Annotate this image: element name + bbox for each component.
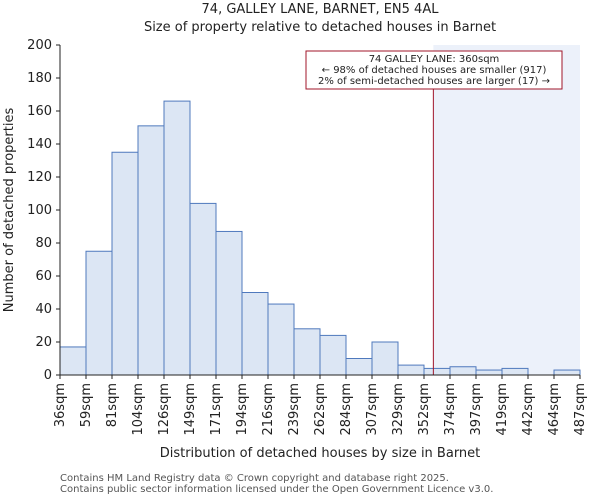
x-tick-label-329sqm: 329sqm (391, 383, 406, 436)
x-tick-label-126sqm: 126sqm (157, 383, 172, 436)
x-tick-label-171sqm: 171sqm (209, 383, 224, 436)
annotation-line-3: 2% of semi-detached houses are larger (1… (318, 76, 550, 87)
y-tick-label-0: 0 (44, 368, 52, 383)
bars (59, 100, 581, 376)
bar-352sqm (423, 367, 451, 376)
x-tick-label-307sqm: 307sqm (365, 383, 380, 436)
x-tick-label-397sqm: 397sqm (469, 383, 484, 436)
footer-attribution-1: Contains HM Land Registry data © Crown c… (60, 473, 449, 484)
bar-126sqm (163, 100, 191, 376)
x-tick-label-59sqm: 59sqm (79, 383, 94, 427)
bar-104sqm (137, 125, 165, 376)
bar-262sqm (319, 334, 347, 376)
bar-397sqm (475, 369, 503, 376)
annotation-line-1: 74 GALLEY LANE: 360sqm (369, 54, 500, 65)
x-axis-ticks: 36sqm 59sqm 81sqm 104sqm 126sqm 149sqm 171sqm 1… (53, 375, 588, 436)
bar-464sqm (553, 369, 581, 376)
x-tick-label-374sqm: 374sqm (443, 383, 458, 436)
x-tick-label-352sqm: 352sqm (417, 383, 432, 436)
x-tick-label-262sqm: 262sqm (313, 383, 328, 436)
bar-36sqm (59, 346, 87, 376)
bar-374sqm (449, 366, 477, 376)
bar-216sqm (267, 303, 295, 376)
y-tick-label-160: 160 (27, 104, 52, 119)
annotation-line-2: ← 98% of detached houses are smaller (91… (322, 65, 547, 76)
y-tick-label-140: 140 (27, 137, 52, 152)
chart-title: 74, GALLEY LANE, BARNET, EN5 4AL (202, 2, 440, 17)
bar-149sqm (189, 202, 217, 376)
plot-area: 74 GALLEY LANE: 360sqm ← 98% of detached… (27, 38, 588, 436)
x-tick-label-216sqm: 216sqm (261, 383, 276, 436)
bar-307sqm (371, 341, 399, 376)
bar-284sqm (345, 358, 373, 376)
bar-171sqm (215, 230, 243, 376)
x-tick-label-149sqm: 149sqm (183, 383, 198, 436)
chart-subtitle: Size of property relative to detached ho… (144, 20, 496, 35)
x-tick-label-81sqm: 81sqm (105, 383, 120, 427)
bar-81sqm (111, 151, 139, 376)
x-tick-label-464sqm: 464sqm (547, 383, 562, 436)
y-tick-label-200: 200 (27, 38, 52, 53)
bar-59sqm (85, 250, 113, 376)
x-tick-label-284sqm: 284sqm (339, 383, 354, 436)
annotation-box: 74 GALLEY LANE: 360sqm ← 98% of detached… (305, 50, 563, 90)
y-axis-ticks: 0 20 40 60 80 100 120 140 160 180 200 (27, 38, 60, 383)
bar-329sqm (397, 364, 425, 376)
chart: 74, GALLEY LANE, BARNET, EN5 4AL Size of… (2, 2, 588, 461)
x-tick-label-104sqm: 104sqm (131, 383, 146, 436)
x-tick-label-419sqm: 419sqm (495, 383, 510, 436)
y-tick-label-40: 40 (35, 302, 52, 317)
y-tick-label-60: 60 (35, 269, 52, 284)
annotation-frame (305, 50, 563, 90)
y-tick-label-80: 80 (35, 236, 52, 251)
highlight-region (433, 45, 580, 375)
y-tick-label-20: 20 (35, 335, 52, 350)
bar-239sqm (293, 328, 321, 376)
x-tick-label-442sqm: 442sqm (521, 383, 536, 436)
y-axis-label: Number of detached properties (2, 108, 17, 313)
footer-attribution-2: Contains public sector information licen… (60, 484, 494, 495)
x-axis-label: Distribution of detached houses by size … (160, 446, 481, 461)
y-tick-label-100: 100 (27, 203, 52, 218)
x-tick-label-487sqm: 487sqm (573, 383, 588, 436)
bar-419sqm (501, 367, 529, 376)
x-tick-label-36sqm: 36sqm (53, 383, 68, 427)
y-tick-label-180: 180 (27, 71, 52, 86)
y-tick-label-120: 120 (27, 170, 52, 185)
x-tick-label-194sqm: 194sqm (235, 383, 250, 436)
bar-194sqm (241, 292, 269, 376)
x-tick-label-239sqm: 239sqm (287, 383, 302, 436)
